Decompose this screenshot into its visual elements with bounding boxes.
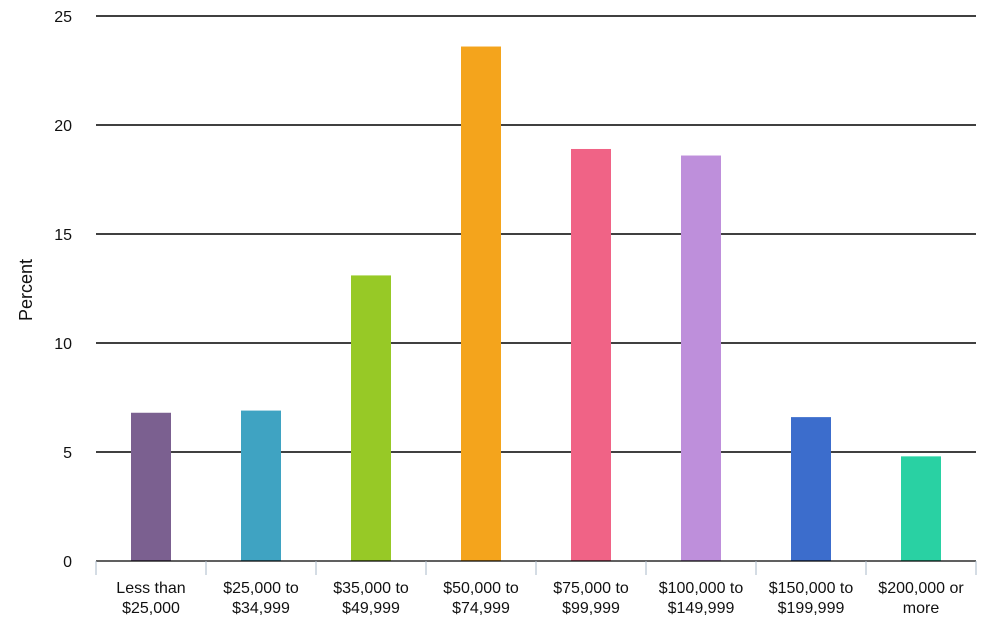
bar <box>351 275 391 561</box>
x-axis-labels: Less than $25,000 $25,000 to $34,999 $35,000… <box>116 580 964 617</box>
x-category-label: $25,000 to $34,999 <box>223 580 299 617</box>
x-category-label: $100,000 to $149,999 <box>659 580 744 617</box>
bar <box>461 46 501 561</box>
bars <box>131 46 941 562</box>
y-axis-ticks: 0 5 10 15 20 25 <box>54 9 72 571</box>
bar <box>241 410 281 561</box>
x-category-label: $35,000 to $49,999 <box>333 580 409 617</box>
y-tick-label: 10 <box>54 336 72 353</box>
x-category-label: $200,000 or more <box>878 580 964 617</box>
x-category-label: $50,000 to $74,999 <box>443 580 519 617</box>
bar <box>131 412 171 561</box>
y-tick-label: 5 <box>63 445 72 462</box>
x-category-label: Less than $25,000 <box>116 580 185 617</box>
x-category-label: $75,000 to $99,999 <box>553 580 629 617</box>
bar <box>901 456 941 561</box>
bar <box>571 148 611 562</box>
y-axis-title: Percent <box>16 259 36 321</box>
y-tick-label: 0 <box>63 554 72 571</box>
bar <box>681 155 721 561</box>
y-tick-label: 20 <box>54 118 72 135</box>
bar <box>791 417 831 561</box>
x-axis <box>95 560 977 575</box>
y-tick-label: 25 <box>54 9 72 26</box>
x-category-label: $150,000 to $199,999 <box>769 580 854 617</box>
y-tick-label: 15 <box>54 227 72 244</box>
grid-lines <box>96 15 976 453</box>
